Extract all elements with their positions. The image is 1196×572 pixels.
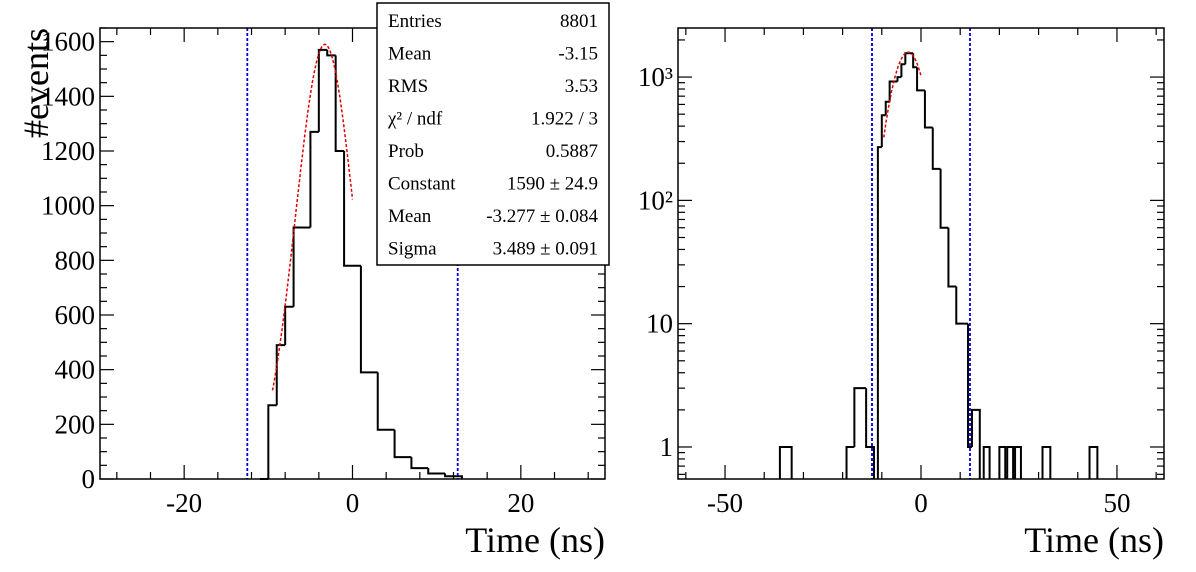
- left-histogram-bin: [284, 305, 294, 346]
- right-histogram-bin: [1041, 445, 1052, 479]
- left-histogram-bin: [292, 226, 302, 307]
- right-x-tick-label: 50: [1103, 488, 1130, 518]
- right-histogram-bin: [955, 286, 965, 325]
- stats-box-value: 0.5887: [546, 141, 598, 162]
- left-histogram-bin: [393, 429, 412, 459]
- left-histogram-bin: [317, 48, 328, 132]
- stats-box-value: 8801: [560, 11, 598, 32]
- left-histogram-bin: [359, 265, 378, 374]
- left-y-axis-label: #events: [16, 28, 56, 138]
- left-y-tick-label: 0: [82, 464, 96, 494]
- right-y-tick-label: 10: [646, 309, 673, 339]
- right-x-tick-label: 0: [914, 488, 928, 518]
- left-y-tick-label: 800: [55, 245, 96, 275]
- left-histogram-bin: [343, 151, 361, 267]
- stats-box-value: 1.922 / 3: [531, 109, 598, 130]
- right-y-tick-label: 10³: [638, 62, 673, 92]
- right-x-axis-label: Time (ns): [1024, 520, 1164, 560]
- right-histogram-bin: [967, 323, 972, 448]
- right-y-tick-label: 1: [660, 432, 674, 462]
- stats-box-label: Prob: [388, 141, 424, 162]
- right-y-tick-label: 10²: [638, 185, 673, 215]
- left-histogram-bin: [334, 55, 345, 152]
- left-y-tick-label: 1200: [41, 136, 95, 166]
- left-y-tick-label: 1000: [41, 191, 95, 221]
- stats-box-value: 3.489 ± 0.091: [493, 239, 598, 260]
- stats-box-label: RMS: [388, 76, 428, 97]
- left-histogram-bin: [410, 457, 429, 470]
- left-y-tick-label: 1400: [41, 81, 95, 111]
- stats-box-label: Mean: [388, 44, 432, 65]
- stats-box-value: 3.53: [565, 76, 598, 97]
- left-histogram-bin: [275, 344, 286, 406]
- left-x-tick-label: 0: [346, 488, 360, 518]
- right-histogram-bin: [947, 227, 957, 288]
- right-histogram-bin: [876, 146, 882, 479]
- right-histogram-bin: [888, 80, 898, 102]
- left-x-tick-label: -20: [166, 488, 202, 518]
- right-histogram-bin: [923, 90, 933, 129]
- right-histogram-bin: [1088, 445, 1099, 479]
- right-histogram-bin: [912, 53, 918, 69]
- stats-box-label: Entries: [388, 11, 442, 32]
- left-y-tick-label: 200: [55, 409, 96, 439]
- left-histogram-bin: [427, 468, 446, 475]
- right-x-tick-label: -50: [707, 488, 743, 518]
- left-y-tick-label: 600: [55, 300, 96, 330]
- right-histogram-bin: [865, 388, 875, 479]
- stats-box: Entries 8801 Mean -3.15 RMS 3.53 χ² / ndf 1.922…: [376, 2, 610, 266]
- stats-box-label: Sigma: [388, 239, 437, 260]
- right-histogram-bin: [916, 67, 925, 92]
- stats-box-label: χ² / ndf: [387, 109, 443, 130]
- right-histogram-bin: [900, 63, 906, 78]
- left-x-tick-label: 20: [507, 488, 534, 518]
- right-plot-frame: [677, 27, 1165, 480]
- right-histogram-bin: [884, 100, 890, 116]
- left-x-axis-label: Time (ns): [465, 520, 605, 560]
- right-histogram-bin: [845, 445, 855, 479]
- right-histogram-bin: [880, 114, 886, 148]
- right-histogram-bin: [931, 127, 941, 170]
- right-gaussian-fit-curve: [883, 51, 922, 138]
- stats-box-value: -3.15: [558, 44, 598, 65]
- right-histogram-bin: [939, 168, 949, 229]
- right-histogram-bin: [1014, 445, 1022, 479]
- right-histogram-panel: -50 0 50 1 10 10² 10³ Time (ns): [638, 27, 1165, 560]
- left-y-tick-label: 1600: [41, 27, 95, 57]
- left-histogram-bin: [376, 372, 395, 431]
- left-gaussian-fit-curve: [271, 43, 354, 391]
- left-histogram-bin: [309, 130, 319, 228]
- stats-box-label: Mean: [388, 206, 432, 227]
- stats-box-label: Constant: [388, 174, 456, 195]
- right-histogram-bin: [998, 445, 1007, 479]
- right-histogram-bin: [970, 408, 981, 479]
- left-y-tick-label: 400: [55, 355, 96, 385]
- stats-box-value: 1590 ± 24.9: [507, 174, 598, 195]
- right-histogram-bin: [982, 445, 991, 479]
- right-histogram-bin: [1006, 445, 1015, 479]
- right-histogram-bin: [896, 76, 902, 82]
- right-histogram-bin: [778, 445, 793, 479]
- right-histogram-bin: [853, 387, 867, 447]
- left-histogram-bin: [326, 49, 336, 57]
- left-histogram-bin: [267, 404, 277, 479]
- stats-box-value: -3.277 ± 0.084: [486, 206, 598, 227]
